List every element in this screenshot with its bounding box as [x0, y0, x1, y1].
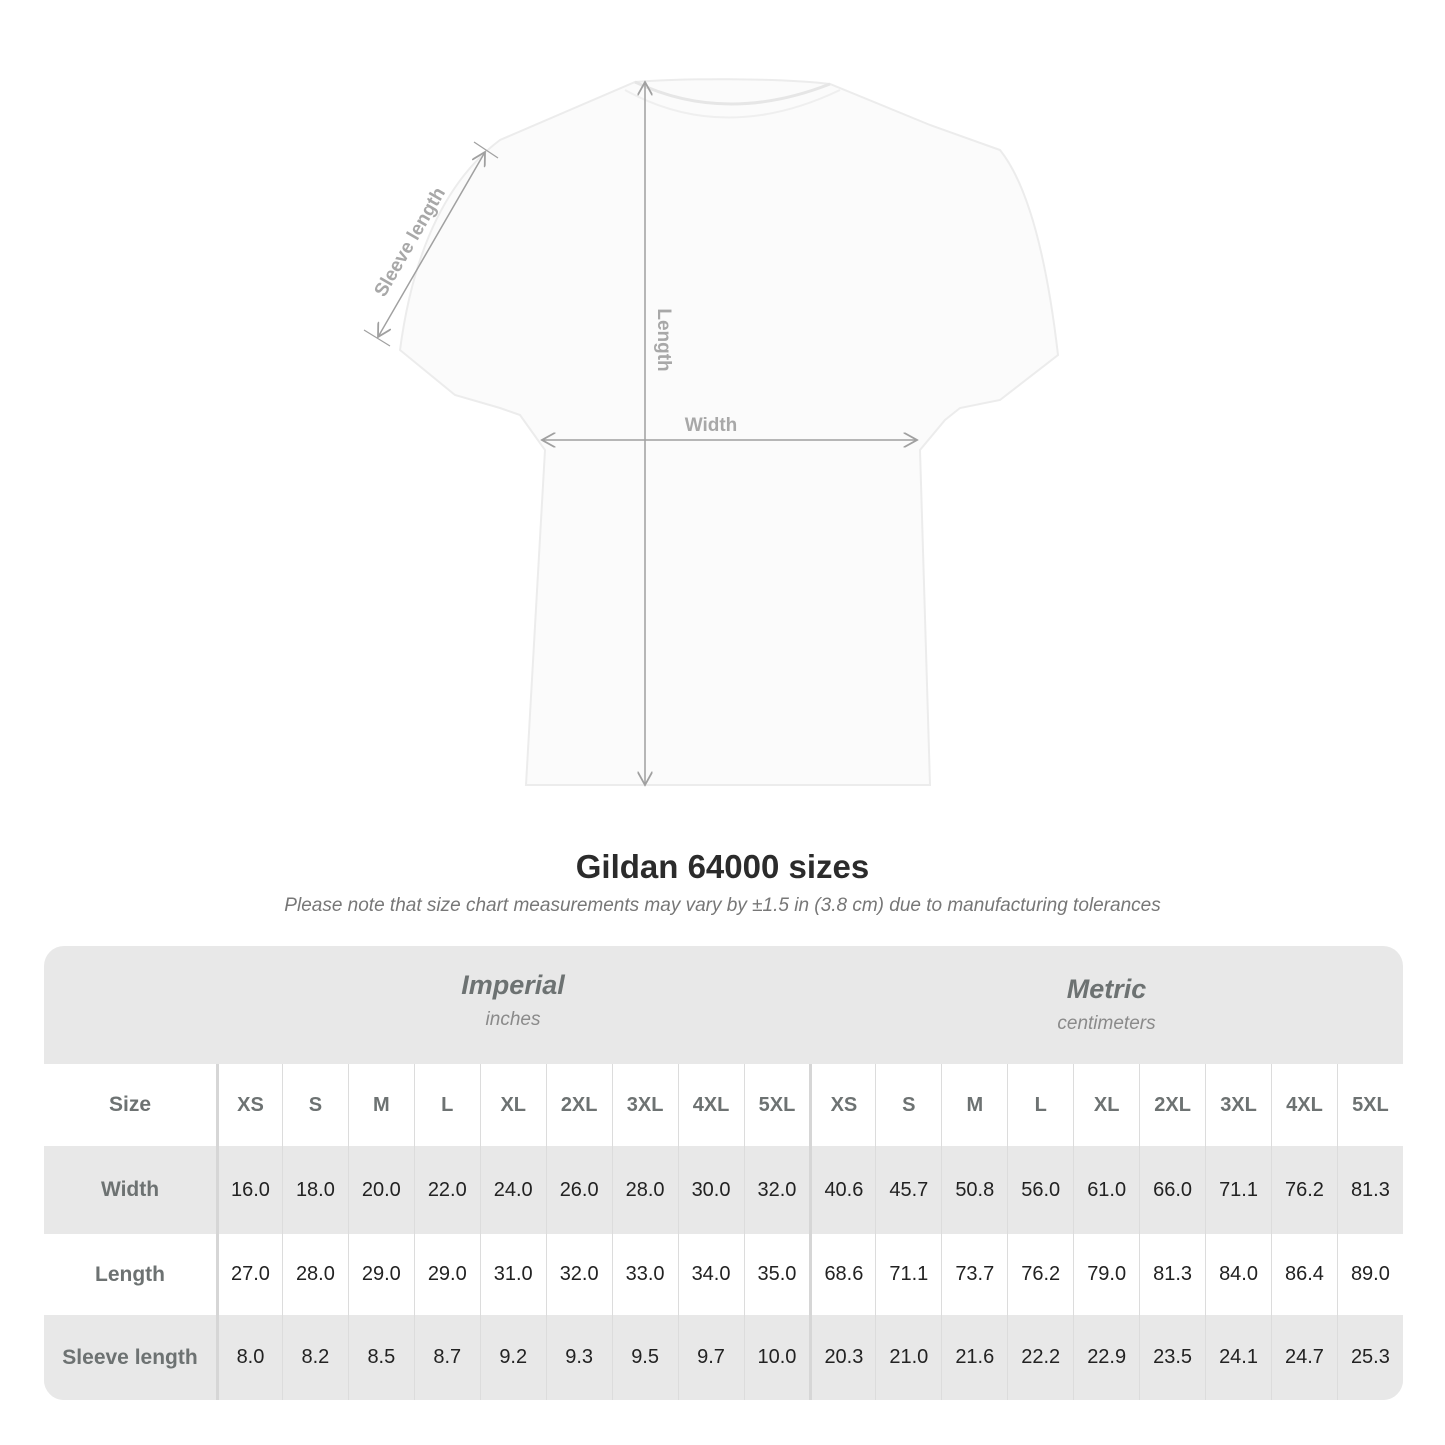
value-cell: 81.3: [1336, 1146, 1403, 1234]
value-cell: 9.7: [677, 1315, 744, 1400]
value-cell: 21.6: [941, 1315, 1007, 1400]
value-cell: 30.0: [677, 1146, 744, 1234]
value-cell: 84.0: [1205, 1234, 1271, 1315]
value-cell: 81.3: [1139, 1234, 1205, 1315]
imperial-unit: inches: [485, 1009, 541, 1030]
value-cell: 24.0: [479, 1146, 546, 1234]
tolerance-note: Please note that size chart measurements…: [284, 895, 1161, 916]
value-cell: 71.1: [875, 1234, 941, 1315]
value-cell: 8.7: [413, 1315, 480, 1400]
value-cell: 29.0: [413, 1234, 480, 1315]
value-cell: 9.2: [479, 1315, 546, 1400]
row-label: Sleeve length: [62, 1345, 198, 1369]
width-label: Width: [685, 415, 738, 436]
value-cell: 22.2: [1007, 1315, 1073, 1400]
size-header-cell: XL: [1073, 1064, 1139, 1146]
value-cell: 8.2: [281, 1315, 348, 1400]
value-cell: 28.0: [281, 1234, 348, 1315]
value-cell: 76.2: [1007, 1234, 1073, 1315]
value-cell: 16.0: [216, 1146, 282, 1234]
size-header-cell: XS: [216, 1064, 282, 1146]
row-label: Width: [100, 1178, 160, 1201]
size-header-cell: 5XL: [743, 1064, 810, 1146]
size-table: Imperial inches Metric centimeters Size …: [44, 946, 1403, 1400]
value-cell: 9.3: [545, 1315, 612, 1400]
value-cell: 35.0: [743, 1234, 810, 1315]
size-row: Size XS S M L XL 2XL 3XL 4XL 5XL XS S M L XL 2XL 3XL 4XL…: [44, 1064, 1403, 1146]
value-cell: 23.5: [1139, 1315, 1205, 1400]
size-header-cell: L: [1007, 1064, 1073, 1146]
value-cell: 56.0: [1007, 1146, 1073, 1234]
length-label: Length: [653, 308, 674, 371]
imperial-title: Imperial: [461, 970, 565, 1000]
value-cell: 34.0: [677, 1234, 744, 1315]
value-cell: 79.0: [1073, 1234, 1139, 1315]
imperial-header: Imperial inches: [216, 970, 810, 1031]
value-cell: 26.0: [545, 1146, 612, 1234]
value-cell: 27.0: [216, 1234, 282, 1315]
table-row: Sleeve length 8.0 8.2 8.5 8.7 9.2 9.3 9.5 9.7 10.…: [44, 1315, 1403, 1400]
size-header-cell: S: [281, 1064, 348, 1146]
value-cell: 21.0: [875, 1315, 941, 1400]
metric-header: Metric centimeters: [810, 974, 1403, 1035]
size-header-cell: XS: [809, 1064, 875, 1146]
value-cell: 9.5: [611, 1315, 678, 1400]
value-cell: 10.0: [743, 1315, 810, 1400]
sleeve-arrow: [378, 152, 485, 337]
value-cell: 20.0: [347, 1146, 414, 1234]
size-header-cell: L: [413, 1064, 480, 1146]
value-cell: 31.0: [479, 1234, 546, 1315]
value-cell: 20.3: [809, 1315, 875, 1400]
value-cell: 45.7: [875, 1146, 941, 1234]
size-header-cell: 2XL: [545, 1064, 612, 1146]
metric-title: Metric: [1066, 974, 1147, 1004]
size-header-cell: XL: [479, 1064, 546, 1146]
table-row: Width 16.0 18.0 20.0 22.0 24.0 26.0 28.0 30.0 32.…: [44, 1146, 1403, 1234]
value-cell: 32.0: [545, 1234, 612, 1315]
page-title: Gildan 64000 sizes: [575, 848, 870, 885]
value-cell: 66.0: [1139, 1146, 1205, 1234]
value-cell: 22.0: [413, 1146, 480, 1234]
value-cell: 86.4: [1271, 1234, 1337, 1315]
value-cell: 25.3: [1336, 1315, 1403, 1400]
table-row: Length 27.0 28.0 29.0 29.0 31.0 32.0 33.0 34.0 35…: [44, 1234, 1403, 1315]
size-header-cell: 4XL: [677, 1064, 744, 1146]
size-header-cell: 2XL: [1139, 1064, 1205, 1146]
value-cell: 76.2: [1271, 1146, 1337, 1234]
value-cell: 73.7: [941, 1234, 1007, 1315]
value-cell: 89.0: [1336, 1234, 1403, 1315]
value-cell: 71.1: [1205, 1146, 1271, 1234]
metric-unit: centimeters: [1057, 1013, 1156, 1034]
size-header-cell: 5XL: [1336, 1064, 1403, 1146]
value-cell: 29.0: [347, 1234, 414, 1315]
value-cell: 28.0: [611, 1146, 678, 1234]
size-header-cell: 3XL: [1205, 1064, 1271, 1146]
value-cell: 24.7: [1271, 1315, 1337, 1400]
size-header-cell: M: [347, 1064, 414, 1146]
row-label: Length: [95, 1262, 165, 1286]
value-cell: 32.0: [743, 1146, 810, 1234]
value-cell: 50.8: [941, 1146, 1007, 1234]
value-cell: 18.0: [281, 1146, 348, 1234]
tshirt-diagram: Sleeve length Length Width: [363, 78, 1060, 830]
value-cell: 24.1: [1205, 1315, 1271, 1400]
value-cell: 22.9: [1073, 1315, 1139, 1400]
value-cell: 40.6: [809, 1146, 875, 1234]
size-header-cell: M: [941, 1064, 1007, 1146]
size-header-cell: 3XL: [611, 1064, 678, 1146]
value-cell: 61.0: [1073, 1146, 1139, 1234]
size-header-cell: 4XL: [1271, 1064, 1337, 1146]
size-header-cell: S: [875, 1064, 941, 1146]
value-cell: 8.0: [216, 1315, 282, 1400]
value-cell: 33.0: [611, 1234, 678, 1315]
value-cell: 68.6: [809, 1234, 875, 1315]
size-label: Size: [108, 1093, 152, 1116]
value-cell: 8.5: [347, 1315, 414, 1400]
